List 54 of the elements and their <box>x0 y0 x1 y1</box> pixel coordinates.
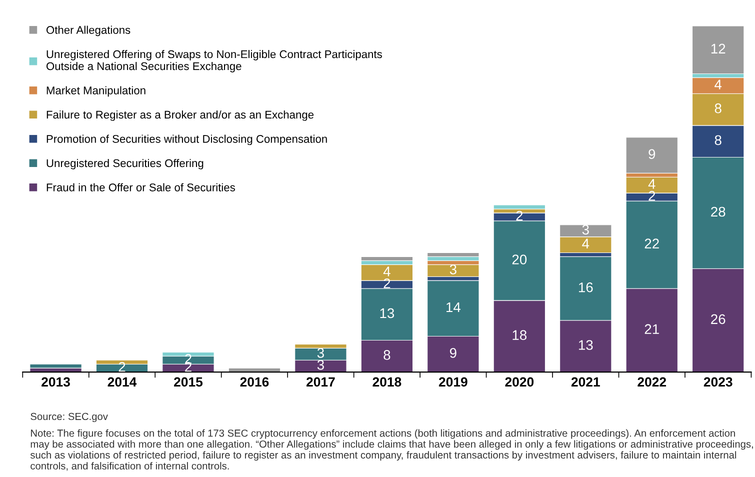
data-label: 20 <box>512 254 527 264</box>
data-label: 26 <box>711 314 726 324</box>
x-tick-label: 2023 <box>704 377 732 387</box>
legend-label: Fraud in the Offer or Sale of Securities <box>46 183 235 192</box>
data-label: 2 <box>516 210 523 221</box>
data-label: 2 <box>118 362 126 372</box>
legend-label: Failure to Register as a Broker and/or as an Exchange <box>46 110 314 121</box>
data-label: 4 <box>383 266 390 276</box>
legend-label: Market Manipulation <box>46 86 146 97</box>
data-label: 13 <box>578 340 593 350</box>
data-label: 14 <box>446 302 460 312</box>
data-label: 4 <box>714 80 722 90</box>
legend-label: Other Allegations <box>46 26 130 36</box>
x-tick-label: 2018 <box>372 377 402 387</box>
data-label: 8 <box>714 135 722 146</box>
text: Note: The figure focuses on the total of 173 SEC cryptocurrency enforcement actions (both litigations and administrative proceedings). An enforcement action may be associated with more than one allegation. “Other Allegations” include claims that have been alleged in only a few litigations or administrative proceedings, such as violations of restricted period, failure to register as an investment company, fraudulent transactions by investment advisers, failure to maintain internal controls, and falsification of internal controls. <box>30 429 753 471</box>
data-label: 8 <box>714 103 722 114</box>
data-label: 2 <box>384 278 390 288</box>
data-label: 9 <box>450 348 456 358</box>
data-label: 3 <box>317 360 324 370</box>
x-tick-label: 2014 <box>108 377 137 387</box>
bar <box>427 264 480 277</box>
data-label: 8 <box>384 350 390 360</box>
source-note: Source: SEC.gov <box>30 412 108 422</box>
x-tick-label: 2016 <box>240 377 269 387</box>
data-label: 3 <box>582 224 589 235</box>
bar <box>626 137 678 174</box>
bar <box>692 26 744 74</box>
data-label: 4 <box>648 179 656 189</box>
x-tick-label: 2015 <box>174 377 203 387</box>
data-label: 16 <box>578 282 593 292</box>
x-tick-label: 2021 <box>571 377 600 387</box>
data-label: 12 <box>711 44 726 54</box>
data-label: 3 <box>317 348 324 358</box>
data-label: 9 <box>648 149 656 160</box>
legend-label: Unregistered Securities Offering <box>46 158 204 170</box>
bar <box>360 256 414 261</box>
bar <box>427 252 480 257</box>
data-label: 28 <box>711 206 726 217</box>
data-label: 13 <box>380 308 394 318</box>
legend-label: Promotion of Securities without Disclosing Compensation <box>46 134 327 146</box>
x-tick-label: 2017 <box>306 377 335 387</box>
data-label: 18 <box>512 330 527 340</box>
x-tick-label: 2019 <box>438 377 468 387</box>
bar <box>493 204 546 210</box>
legend-label: Unregistered Offering of Swaps to Non-Eligible Contract Participants Outside a National Securities Exchange <box>46 50 382 72</box>
x-tick-label: 2013 <box>42 377 70 387</box>
data-label: 22 <box>644 238 659 248</box>
x-tick-label: 2020 <box>505 377 534 387</box>
data-label: 21 <box>644 324 659 334</box>
bar <box>30 364 82 368</box>
data-label: 2 <box>648 190 656 201</box>
x-tick-label: 2022 <box>638 377 666 387</box>
data-label: 4 <box>582 238 590 248</box>
